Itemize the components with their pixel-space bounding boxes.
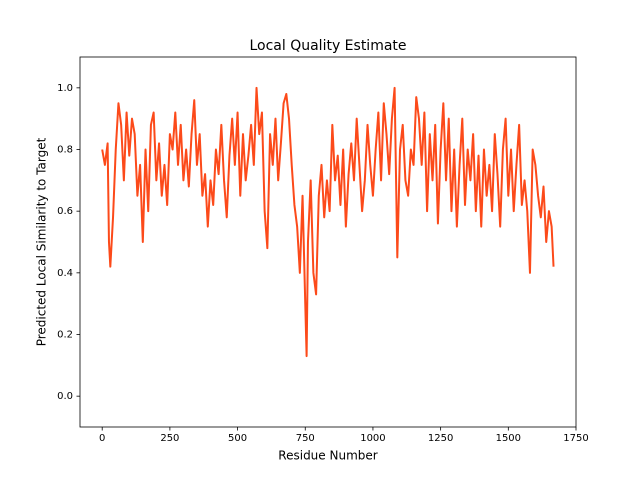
x-tick-label: 1500 (496, 433, 521, 444)
plot-frame (79, 56, 577, 428)
y-tick-label: 0.4 (57, 268, 73, 279)
y-tick-label: 0.8 (57, 145, 73, 156)
x-tick-label: 500 (228, 433, 247, 444)
y-axis-label: Predicted Local Similarity to Target (35, 137, 49, 346)
y-tick-label: 0.0 (57, 391, 73, 402)
x-tick-label: 0 (99, 433, 105, 444)
x-tick-label: 1250 (428, 433, 453, 444)
x-axis-label: Residue Number (278, 449, 377, 463)
data-line (101, 86, 555, 358)
y-tick-label: 0.2 (57, 330, 73, 341)
x-tick-label: 750 (296, 433, 315, 444)
y-tick-label: 0.6 (57, 206, 73, 217)
x-tick-label: 1000 (360, 433, 385, 444)
chart-title: Local Quality Estimate (249, 38, 406, 54)
x-tick-label: 1750 (563, 433, 588, 444)
y-tick-label: 1.0 (57, 83, 73, 94)
x-tick-label: 250 (160, 433, 179, 444)
